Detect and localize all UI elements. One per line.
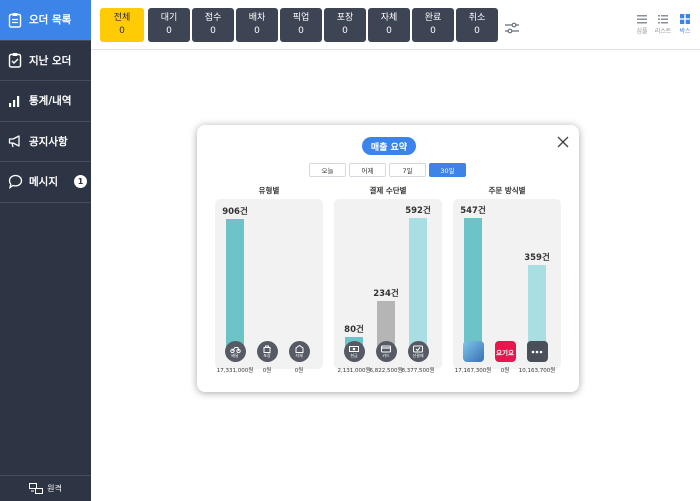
sidebar-item-notice[interactable]: 공지사항 (0, 122, 91, 162)
chart-bar-count-label: 592건 (405, 206, 431, 216)
status-tile-dispatch[interactable]: 배차 0 (236, 8, 278, 42)
range-tab-7days[interactable]: 7일 (389, 163, 426, 177)
status-tile-self[interactable]: 자체 0 (368, 8, 410, 42)
status-tile-count: 0 (210, 26, 216, 36)
sidebar-item-order-list[interactable]: 오더 목록 (0, 0, 91, 41)
takeout-bag-icon: 포장 (256, 341, 278, 362)
status-tile-count: 0 (342, 26, 348, 36)
chart-bar-count-label: 547건 (460, 206, 486, 216)
bar-chart-icon (7, 93, 23, 109)
chart-bar-amount-label: 8,377,500원 (401, 368, 435, 374)
range-tab-today[interactable]: 오늘 (309, 163, 346, 177)
more-icon (526, 341, 548, 362)
chart-bar-amount-label: 2,131,000원 (337, 368, 371, 374)
message-count-badge: 1 (74, 175, 87, 188)
view-mode-box[interactable]: 박스 (673, 14, 697, 35)
view-mode-list[interactable]: 리스트 (651, 14, 675, 35)
sidebar-item-statistics[interactable]: 통계/내역 (0, 81, 91, 122)
credit-card-icon: 카드 (375, 341, 397, 362)
sales-summary-modal: 매출 요약 오늘 어제 7일 30일 유형별 결제 수단별 주문 방식별 906… (197, 125, 579, 392)
panel-title-payment: 결제 수단별 (369, 186, 407, 195)
yogiyo-logo-icon: 요기요 (494, 341, 516, 362)
store-icon: 자체 (288, 341, 310, 362)
chart-bar (409, 218, 427, 355)
status-tile-label: 픽업 (292, 13, 310, 23)
chart-bar (226, 219, 244, 355)
panel-title-order-method: 주문 방식별 (488, 186, 526, 195)
modal-title: 매출 요약 (362, 137, 416, 155)
chart-bar-count-label: 359건 (524, 253, 550, 263)
sidebar-item-messages[interactable]: 메시지 1 (0, 162, 91, 203)
view-mode-label: 리스트 (654, 28, 672, 35)
motorbike-icon: 배달 (224, 341, 246, 362)
status-tile-count: 0 (386, 26, 392, 36)
range-tab-yesterday[interactable]: 어제 (349, 163, 386, 177)
sidebar-item-label: 오더 목록 (29, 14, 72, 27)
prepaid-icon: 선결제 (407, 341, 429, 362)
simple-list-icon (637, 14, 647, 26)
chart-bar-count-label: 906건 (222, 207, 248, 217)
status-tile-label: 접수 (204, 13, 222, 23)
chart-bar-count-label: 80건 (344, 325, 364, 335)
status-tile-count: 0 (254, 26, 260, 36)
sidebar-item-label: 지난 오더 (29, 54, 72, 67)
chart-bar-count-label: 234건 (373, 289, 399, 299)
status-tile-canceled[interactable]: 취소 0 (456, 8, 498, 42)
status-tile-count: 0 (166, 26, 172, 36)
cash-icon: 현금 (343, 341, 365, 362)
sidebar-item-label: 공지사항 (29, 135, 68, 148)
status-tile-label: 취소 (468, 13, 486, 23)
chart-bar-amount-label: 10,163,700원 (518, 368, 556, 374)
chat-bubble-icon (7, 174, 23, 190)
status-tile-label: 포장 (336, 13, 354, 23)
chart-bar-amount-label: 0원 (262, 368, 272, 374)
chart-bar (528, 265, 546, 355)
order-status-bar: 전체 0 대기 0 접수 0 배차 0 픽업 0 포장 0 자체 0 완료 0 … (91, 0, 700, 50)
remote-support-label: 원격 (47, 484, 62, 493)
grid-icon (680, 14, 690, 26)
status-tile-accepted[interactable]: 접수 0 (192, 8, 234, 42)
status-tile-count: 0 (298, 26, 304, 36)
status-tile-label: 완료 (424, 13, 442, 23)
remote-support-button[interactable]: 원격 (0, 475, 91, 501)
close-icon[interactable] (556, 134, 570, 148)
list-icon (658, 14, 668, 26)
clipboard-check-icon (7, 52, 23, 68)
status-tile-takeout[interactable]: 포장 0 (324, 8, 366, 42)
megaphone-icon (7, 133, 23, 149)
remote-desktop-icon (29, 482, 44, 495)
sidebar-item-label: 메시지 (29, 176, 58, 189)
status-tile-waiting[interactable]: 대기 0 (148, 8, 190, 42)
view-mode-simple[interactable]: 심플 (630, 14, 654, 35)
sidebar-item-label: 통계/내역 (29, 95, 72, 108)
status-tile-pickup[interactable]: 픽업 0 (280, 8, 322, 42)
range-tab-30days[interactable]: 30일 (429, 163, 466, 177)
status-tile-completed[interactable]: 완료 0 (412, 8, 454, 42)
chart-bar-amount-label: 17,167,300원 (454, 368, 492, 374)
chart-bar-amount-label: 0원 (500, 368, 510, 374)
sidebar-item-past-orders[interactable]: 지난 오더 (0, 41, 91, 81)
filter-settings-icon[interactable] (505, 19, 519, 38)
chart-bar (464, 218, 482, 355)
status-tile-count: 0 (474, 26, 480, 36)
chart-bar-amount-label: 17,331,000원 (216, 368, 254, 374)
app-logo-icon (462, 341, 484, 362)
chart-bar-amount-label: 6,822,500원 (369, 368, 403, 374)
status-tile-label: 전체 (113, 13, 131, 23)
view-mode-label: 심플 (636, 28, 648, 35)
status-tile-count: 0 (430, 26, 436, 36)
chart-bar-amount-label: 0원 (294, 368, 304, 374)
panel-title-type: 유형별 (258, 186, 280, 195)
clipboard-icon (7, 12, 23, 28)
status-tile-all[interactable]: 전체 0 (100, 8, 144, 42)
status-tile-label: 대기 (160, 13, 178, 23)
status-tile-label: 자체 (380, 13, 398, 23)
view-mode-label: 박스 (679, 28, 691, 35)
status-tile-count: 0 (119, 26, 125, 36)
sidebar: 오더 목록 지난 오더 통계/내역 공지사항 메시지 1 원격 (0, 0, 91, 501)
status-tile-label: 배차 (248, 13, 266, 23)
